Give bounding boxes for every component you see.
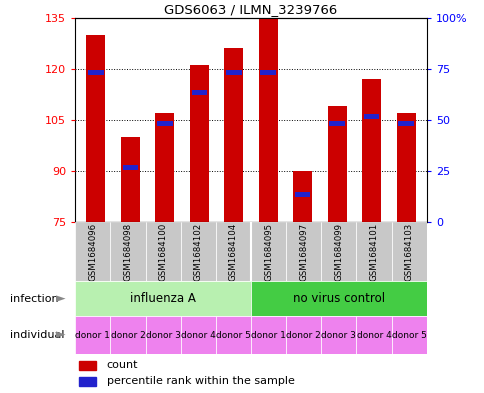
Text: donor 3: donor 3 bbox=[145, 331, 180, 340]
Text: GSM1684104: GSM1684104 bbox=[228, 222, 238, 281]
Text: donor 5: donor 5 bbox=[215, 331, 250, 340]
Bar bbox=[320, 222, 356, 281]
Text: GSM1684099: GSM1684099 bbox=[333, 222, 343, 281]
Bar bbox=[88, 70, 104, 75]
Bar bbox=[75, 222, 110, 281]
Bar bbox=[145, 222, 180, 281]
Text: GSM1684101: GSM1684101 bbox=[369, 222, 378, 281]
Text: percentile rank within the sample: percentile rank within the sample bbox=[106, 376, 294, 386]
Title: GDS6063 / ILMN_3239766: GDS6063 / ILMN_3239766 bbox=[164, 4, 337, 17]
Bar bbox=[215, 316, 251, 354]
Bar bbox=[258, 18, 277, 222]
Bar bbox=[75, 281, 251, 316]
Text: donor 4: donor 4 bbox=[181, 331, 215, 340]
Bar bbox=[78, 361, 96, 369]
Text: GSM1684096: GSM1684096 bbox=[88, 222, 97, 281]
Bar bbox=[155, 113, 174, 222]
Text: GSM1684102: GSM1684102 bbox=[193, 222, 202, 281]
Text: GSM1684100: GSM1684100 bbox=[158, 222, 167, 281]
Bar bbox=[363, 114, 378, 119]
Bar bbox=[75, 316, 110, 354]
Bar bbox=[226, 70, 241, 75]
Bar bbox=[260, 70, 275, 75]
Bar bbox=[362, 79, 380, 222]
Text: donor 1: donor 1 bbox=[75, 331, 110, 340]
Text: donor 2: donor 2 bbox=[110, 331, 145, 340]
Bar bbox=[391, 222, 426, 281]
Text: donor 2: donor 2 bbox=[286, 331, 320, 340]
Text: GSM1684095: GSM1684095 bbox=[263, 222, 272, 281]
Bar bbox=[356, 222, 391, 281]
Bar bbox=[286, 316, 320, 354]
Bar bbox=[121, 137, 139, 222]
Text: donor 3: donor 3 bbox=[321, 331, 356, 340]
Text: individual: individual bbox=[10, 330, 64, 340]
Bar bbox=[180, 316, 215, 354]
Bar bbox=[110, 316, 145, 354]
Bar bbox=[286, 222, 320, 281]
Bar bbox=[145, 316, 180, 354]
Bar bbox=[78, 376, 96, 386]
Text: ►: ► bbox=[56, 329, 65, 342]
Bar bbox=[157, 121, 172, 126]
Text: GSM1684098: GSM1684098 bbox=[123, 222, 132, 281]
Bar bbox=[329, 121, 344, 126]
Bar bbox=[391, 316, 426, 354]
Text: infection: infection bbox=[10, 294, 58, 304]
Text: donor 4: donor 4 bbox=[356, 331, 391, 340]
Bar bbox=[180, 222, 215, 281]
Bar bbox=[293, 171, 312, 222]
Text: donor 1: donor 1 bbox=[251, 331, 286, 340]
Text: influenza A: influenza A bbox=[130, 292, 196, 305]
Bar bbox=[251, 316, 286, 354]
Bar bbox=[251, 281, 426, 316]
Bar bbox=[224, 48, 243, 222]
Bar bbox=[327, 106, 346, 222]
Bar bbox=[356, 316, 391, 354]
Bar bbox=[397, 121, 413, 126]
Bar bbox=[215, 222, 251, 281]
Bar bbox=[320, 316, 356, 354]
Bar bbox=[189, 65, 208, 222]
Bar bbox=[191, 90, 207, 95]
Bar bbox=[294, 192, 310, 197]
Text: no virus control: no virus control bbox=[292, 292, 384, 305]
Text: GSM1684097: GSM1684097 bbox=[299, 222, 308, 281]
Text: donor 5: donor 5 bbox=[391, 331, 426, 340]
Bar bbox=[251, 222, 286, 281]
Bar bbox=[86, 35, 105, 222]
Text: GSM1684103: GSM1684103 bbox=[404, 222, 413, 281]
Text: ►: ► bbox=[56, 292, 65, 305]
Text: count: count bbox=[106, 360, 138, 370]
Bar bbox=[122, 165, 138, 170]
Bar bbox=[396, 113, 415, 222]
Bar bbox=[110, 222, 145, 281]
